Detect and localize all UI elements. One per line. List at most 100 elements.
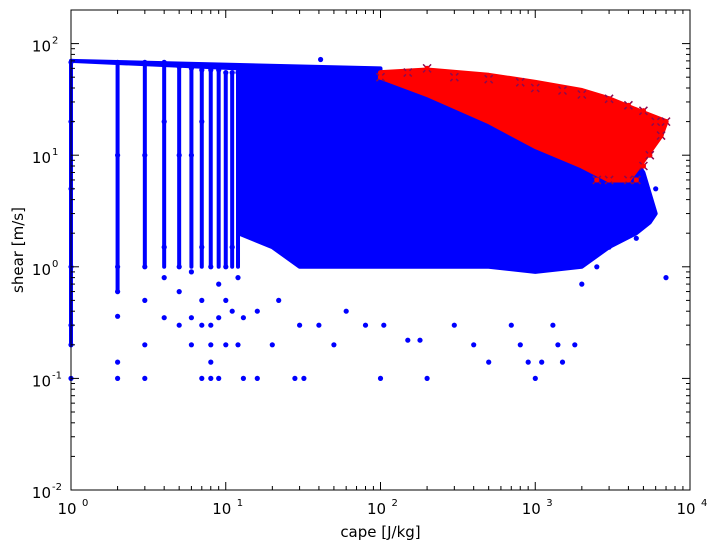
x-tick-exponent: 0 (82, 498, 88, 509)
data-point (362, 322, 369, 328)
data-point (301, 375, 307, 381)
marker-dot (594, 177, 600, 183)
data-point (208, 67, 214, 73)
y-axis-label: shear [m/s] (9, 207, 27, 293)
data-point (375, 72, 386, 82)
data-point (638, 106, 648, 116)
data-point (240, 315, 246, 321)
data-point (142, 264, 148, 270)
data-point (208, 264, 214, 270)
data-point (633, 217, 639, 224)
data-point (422, 63, 432, 73)
data-point (223, 342, 229, 348)
x-tick-label: 10 (57, 500, 76, 518)
data-point (638, 161, 648, 171)
data-point (343, 308, 349, 314)
data-point (269, 342, 275, 348)
data-point (188, 269, 194, 275)
data-point (640, 211, 647, 217)
data-point (579, 281, 585, 287)
data-point (555, 342, 561, 348)
data-point (188, 152, 194, 158)
marker-dot (517, 79, 523, 85)
data-point (604, 175, 614, 185)
y-tick-exponent: -2 (52, 482, 62, 493)
data-point (216, 281, 222, 287)
x-tick-exponent: 3 (546, 498, 552, 509)
data-point (161, 244, 167, 250)
marker-dot (486, 76, 492, 82)
marker-dot (663, 119, 669, 125)
data-point (623, 100, 633, 110)
data-point (631, 175, 641, 185)
data-point (115, 359, 121, 365)
data-point (604, 94, 614, 104)
data-point (223, 297, 229, 303)
data-point (142, 297, 148, 303)
data-point (417, 337, 423, 343)
data-point (653, 186, 659, 192)
y-tick-label: 10 (32, 372, 51, 390)
data-point (532, 375, 538, 381)
data-point (176, 264, 182, 270)
marker-dot (653, 119, 659, 125)
x-tick-exponent: 1 (237, 498, 243, 509)
data-point (663, 275, 669, 281)
data-point (484, 74, 494, 84)
marker-dot (424, 65, 430, 71)
data-point (208, 342, 214, 348)
data-point (550, 322, 556, 328)
data-point (594, 264, 600, 270)
data-point (559, 359, 566, 365)
y-tick-label: 10 (32, 261, 51, 279)
data-point (471, 342, 477, 348)
data-point (235, 275, 241, 281)
marker-dot (625, 177, 632, 183)
x-tick-label: 10 (212, 500, 231, 518)
marker-dot (532, 85, 538, 91)
data-point (199, 119, 205, 125)
data-point (223, 70, 229, 76)
data-point (188, 65, 194, 71)
data-point (525, 359, 531, 365)
data-point (115, 289, 121, 295)
data-point (254, 375, 260, 381)
data-point (656, 131, 666, 141)
tick-layer: 10 0 10 1 10 2 10 3 10 410 -210 -110 010 110 2 (32, 10, 707, 518)
x-tick-label: 10 (676, 500, 695, 518)
data-point (115, 59, 121, 65)
marker-dot (606, 177, 612, 183)
data-point (449, 72, 459, 82)
data-point (216, 67, 222, 73)
data-point (451, 322, 457, 328)
data-point (318, 56, 324, 63)
data-point (530, 83, 540, 93)
data-point (223, 264, 229, 270)
data-point (176, 152, 182, 158)
data-point (297, 322, 303, 328)
data-point (577, 89, 587, 100)
data-point (142, 152, 148, 158)
data-point (115, 313, 121, 319)
data-point (235, 342, 241, 348)
data-point (539, 359, 545, 365)
data-point (517, 342, 523, 348)
data-point (176, 322, 182, 328)
data-point (208, 359, 214, 365)
data-point (161, 275, 167, 281)
data-point (633, 235, 639, 241)
data-point (229, 70, 235, 76)
data-point (515, 77, 525, 87)
data-layer (68, 56, 671, 381)
data-point (199, 322, 205, 328)
data-point (592, 175, 602, 185)
marker-dot (559, 87, 566, 94)
data-point (115, 152, 121, 158)
data-point (161, 315, 167, 321)
data-point (216, 315, 222, 321)
data-point (199, 375, 205, 381)
data-point (645, 150, 655, 160)
data-point (625, 197, 632, 203)
data-point (623, 175, 633, 185)
